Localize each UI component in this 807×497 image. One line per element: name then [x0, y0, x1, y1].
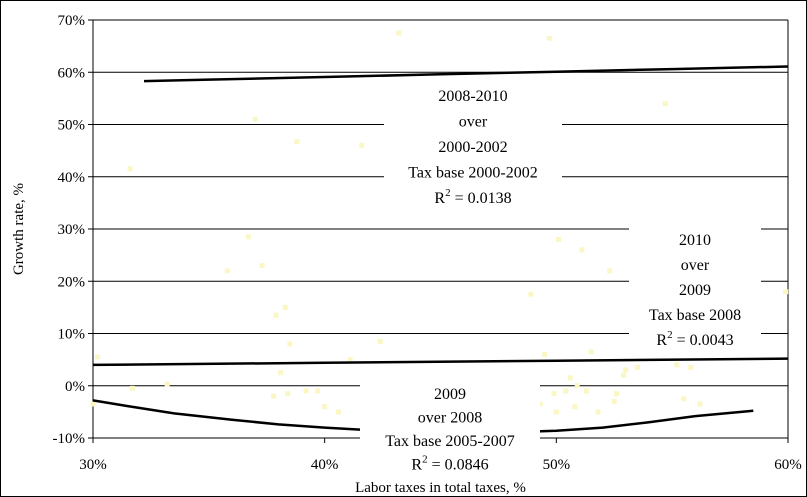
- data-point: [537, 401, 543, 407]
- data-point: [551, 391, 557, 397]
- annotation-box: [384, 83, 562, 211]
- data-point: [224, 268, 230, 274]
- y-axis-label: Growth rate, %: [11, 183, 27, 275]
- x-tick-label: 50%: [543, 457, 571, 473]
- data-point: [259, 263, 265, 269]
- data-point: [614, 391, 620, 397]
- y-tick-label: 30%: [58, 222, 86, 238]
- data-point: [688, 364, 694, 370]
- data-point: [294, 139, 300, 145]
- data-point: [697, 401, 703, 407]
- x-axis-label: Labor taxes in total taxes, %: [355, 480, 526, 496]
- data-point: [322, 404, 328, 410]
- y-tick-label: 0%: [65, 379, 85, 395]
- data-point: [129, 385, 135, 391]
- data-point: [607, 268, 613, 274]
- data-point: [556, 236, 562, 242]
- data-point: [674, 362, 680, 368]
- data-point: [252, 116, 258, 122]
- data-point: [572, 404, 578, 410]
- data-point: [634, 364, 640, 370]
- data-point: [623, 367, 629, 373]
- annotation-line: 2009: [679, 282, 711, 299]
- y-tick-label: 10%: [58, 327, 86, 343]
- data-point: [595, 409, 601, 415]
- data-point: [662, 101, 668, 107]
- data-point: [245, 234, 251, 240]
- y-tick-label: 50%: [58, 118, 86, 134]
- trendline: [143, 65, 789, 83]
- annotation-line: 2010: [679, 232, 711, 249]
- annotation-line: R2 = 0.0846: [411, 454, 488, 474]
- annotation-line: over: [459, 114, 488, 131]
- annotation-line: R2 = 0.0043: [656, 329, 733, 349]
- annotation-line: 2000-2002: [438, 139, 507, 156]
- data-point: [563, 388, 569, 394]
- data-point: [553, 409, 559, 415]
- data-point: [127, 166, 133, 172]
- x-tick-label: 30%: [79, 457, 107, 473]
- annotation-line: Tax base 2005-2007: [385, 433, 515, 450]
- data-point: [783, 289, 789, 295]
- annotation-line: 2008-2010: [438, 88, 507, 105]
- annotation-box: [629, 227, 761, 349]
- data-point: [681, 396, 687, 402]
- data-point: [285, 391, 291, 397]
- data-point: [359, 142, 365, 148]
- data-point: [303, 388, 309, 394]
- data-points: [90, 30, 789, 415]
- annotation-line: Tax base 2008: [649, 307, 741, 324]
- annotation-line: over: [681, 257, 710, 274]
- data-point: [377, 338, 383, 344]
- data-point: [271, 393, 277, 399]
- y-tick-label: 20%: [58, 274, 86, 290]
- annotation-line: over 2008: [418, 410, 482, 427]
- data-point: [588, 349, 594, 355]
- y-tick-label: 70%: [58, 13, 86, 29]
- trendline: [92, 357, 789, 367]
- data-point: [287, 341, 293, 347]
- y-tick-label: 60%: [58, 65, 86, 81]
- data-point: [611, 398, 617, 404]
- annotation-line: Tax base 2000-2002: [408, 165, 538, 182]
- y-tick-label: 40%: [58, 170, 86, 186]
- data-point: [278, 370, 284, 376]
- data-point: [347, 357, 353, 363]
- data-point: [542, 351, 548, 357]
- data-point: [579, 247, 585, 253]
- data-point: [574, 383, 580, 389]
- annotations: 2008-2010 over 2000-2002 Tax base 2000-2002…: [360, 83, 761, 496]
- annotation-line: R2 = 0.0138: [434, 187, 511, 207]
- data-point: [528, 291, 534, 297]
- x-tick-labels: 30% 40% 50% 60%: [79, 457, 802, 473]
- data-point: [336, 409, 342, 415]
- data-point: [583, 388, 589, 394]
- data-point: [546, 35, 552, 41]
- x-tick-label: 40%: [311, 457, 339, 473]
- data-point: [90, 401, 96, 407]
- x-tick-label: 60%: [774, 457, 802, 473]
- data-point: [315, 388, 321, 394]
- y-tick-labels: -10% 0% 10% 20% 30% 40% 50% 60% 70%: [53, 13, 86, 447]
- y-tick-label: -10%: [53, 431, 86, 447]
- data-point: [282, 304, 288, 310]
- annotation-box: [360, 381, 540, 496]
- data-point: [567, 375, 573, 381]
- data-point: [621, 372, 627, 378]
- data-point: [396, 30, 402, 36]
- annotation-line: 2009: [434, 386, 466, 403]
- data-point: [273, 312, 279, 318]
- data-point: [95, 354, 101, 360]
- data-point: [164, 381, 170, 387]
